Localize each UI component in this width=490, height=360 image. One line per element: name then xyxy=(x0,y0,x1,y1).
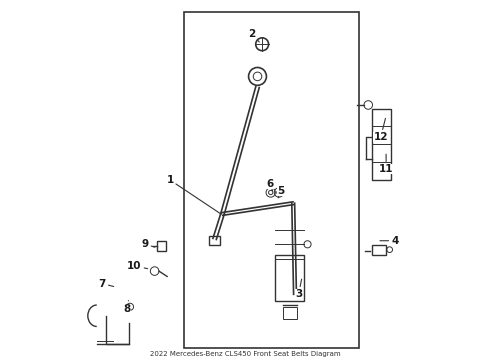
Bar xyxy=(184,12,359,348)
Text: 12: 12 xyxy=(373,118,388,142)
Bar xyxy=(372,109,392,180)
Text: 10: 10 xyxy=(127,261,147,271)
Text: 1: 1 xyxy=(167,175,221,214)
Text: 4: 4 xyxy=(380,236,399,246)
Text: 5: 5 xyxy=(277,186,284,198)
Text: 2: 2 xyxy=(248,28,259,42)
Bar xyxy=(283,307,297,319)
Text: 11: 11 xyxy=(379,154,393,174)
Text: 3: 3 xyxy=(295,279,302,299)
Bar xyxy=(209,237,220,246)
Bar xyxy=(157,241,166,251)
Bar xyxy=(275,255,304,301)
Text: 7: 7 xyxy=(98,279,114,289)
Text: 9: 9 xyxy=(142,239,155,249)
Text: 6: 6 xyxy=(267,179,273,191)
Text: 8: 8 xyxy=(123,301,131,314)
Bar xyxy=(372,245,386,255)
Text: 2022 Mercedes-Benz CLS450 Front Seat Belts Diagram: 2022 Mercedes-Benz CLS450 Front Seat Bel… xyxy=(149,351,341,357)
